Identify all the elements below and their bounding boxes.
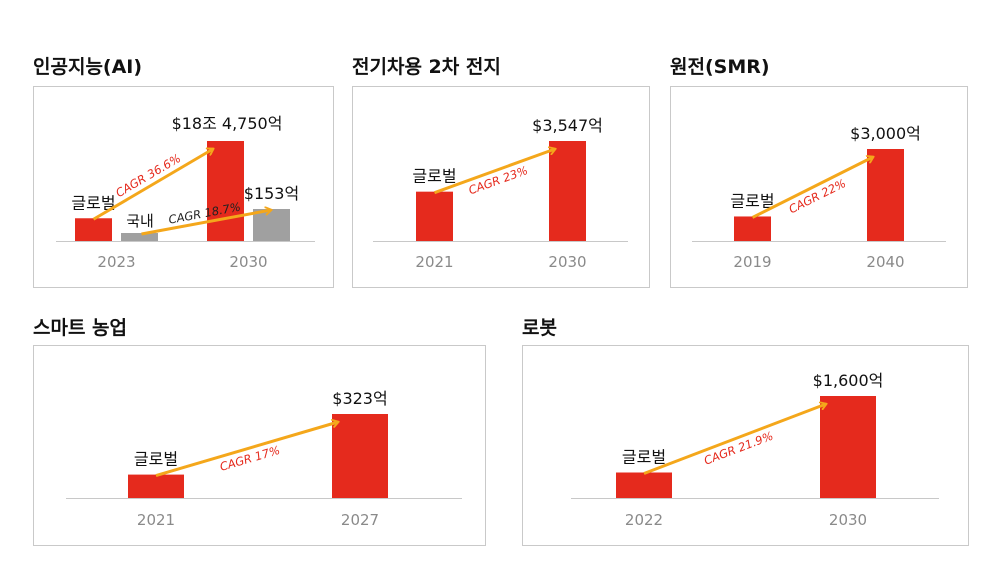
panel-box-battery (352, 86, 650, 288)
bar-글로벌 (734, 216, 771, 241)
tick-label: 2040 (866, 253, 904, 271)
data-label: $153억 (244, 184, 299, 203)
bar-글로벌 (128, 474, 184, 498)
bar-글로벌 (820, 396, 876, 498)
bar-글로벌 (549, 141, 586, 241)
bar-글로벌 (332, 414, 388, 498)
series-label: 국내 (126, 212, 154, 230)
tick-label: 2022 (625, 511, 663, 529)
data-label: $3,547억 (532, 116, 603, 135)
bar-글로벌 (867, 149, 904, 241)
cagr-label: CAGR 36.6% (113, 151, 183, 200)
series-label: 글로벌 (730, 191, 774, 210)
tick-label: 2021 (415, 253, 453, 271)
tick-label: 2027 (341, 511, 379, 529)
bar-글로벌 (416, 191, 453, 241)
cagr-arrow (155, 422, 338, 478)
tick-label: 2030 (548, 253, 586, 271)
data-label: $3,000억 (850, 124, 921, 143)
cagr-arrow (92, 149, 214, 221)
bar-글로벌 (75, 218, 112, 241)
panel-box-smr (670, 86, 968, 288)
tick-label: 2030 (829, 511, 867, 529)
panel-box-ai (33, 86, 334, 288)
panel-title-ai: 인공지능(AI) (33, 56, 143, 78)
panel-title-smart-farm: 스마트 농업 (33, 317, 128, 339)
panel-title-robot: 로봇 (522, 317, 557, 339)
panel-title-battery: 전기차용 2차 전지 (352, 56, 501, 78)
tick-label: 2021 (137, 511, 175, 529)
data-label: $323억 (332, 389, 387, 408)
tick-label: 2030 (229, 253, 267, 271)
series-label: 글로벌 (412, 167, 456, 186)
bar-국내 (121, 233, 158, 241)
series-label: 글로벌 (71, 193, 115, 212)
series-label: 글로벌 (622, 448, 666, 467)
panel-title-smr: 원전(SMR) (670, 56, 770, 78)
data-label: $1,600억 (813, 371, 884, 390)
cagr-arrow (751, 157, 874, 219)
bar-글로벌 (207, 141, 244, 241)
cagr-arrow (643, 404, 826, 475)
bar-글로벌 (616, 472, 672, 498)
cagr-arrow (433, 149, 556, 195)
tick-label: 2019 (733, 253, 771, 271)
data-label: $18조 4,750억 (172, 114, 283, 133)
cagr-arrow (141, 210, 272, 236)
panel-box-robot (522, 345, 969, 546)
series-label: 글로벌 (134, 450, 178, 469)
tick-label: 2023 (97, 253, 135, 271)
